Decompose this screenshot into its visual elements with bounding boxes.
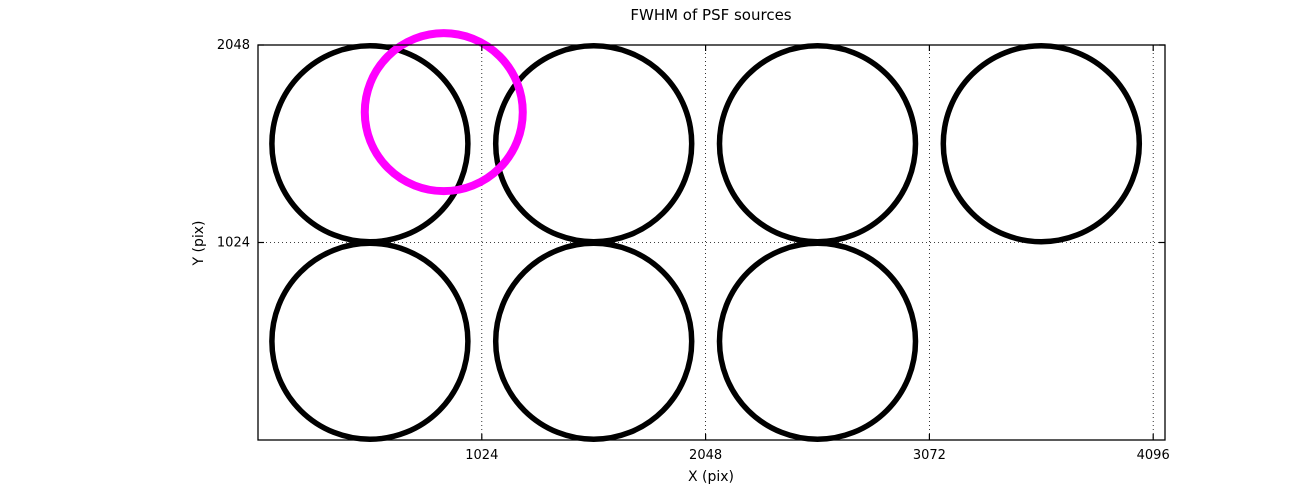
x-tick-label: 1024 xyxy=(465,448,498,463)
x-tick-label: 3072 xyxy=(913,448,946,463)
psf-fwhm-circle xyxy=(492,240,695,442)
psf-fwhm-circle xyxy=(716,43,919,245)
y-tick-label: 1024 xyxy=(217,236,250,251)
y-tick-label: 2048 xyxy=(217,38,250,53)
chart-title: FWHM of PSF sources xyxy=(630,6,791,24)
x-tick-label: 4096 xyxy=(1137,448,1170,463)
highlighted-psf-circle xyxy=(360,29,527,196)
plot-layer: 1024 2048 3072 4096 1024 2048 xyxy=(217,29,1170,463)
x-tick-label: 2048 xyxy=(689,448,722,463)
psf-fwhm-circle xyxy=(269,240,471,442)
psf-fwhm-circle xyxy=(716,240,919,442)
x-axis-label: X (pix) xyxy=(688,469,734,485)
psf-fwhm-circle xyxy=(940,43,1143,245)
psf-fwhm-circle xyxy=(492,43,695,245)
y-axis-label: Y (pix) xyxy=(191,221,207,267)
